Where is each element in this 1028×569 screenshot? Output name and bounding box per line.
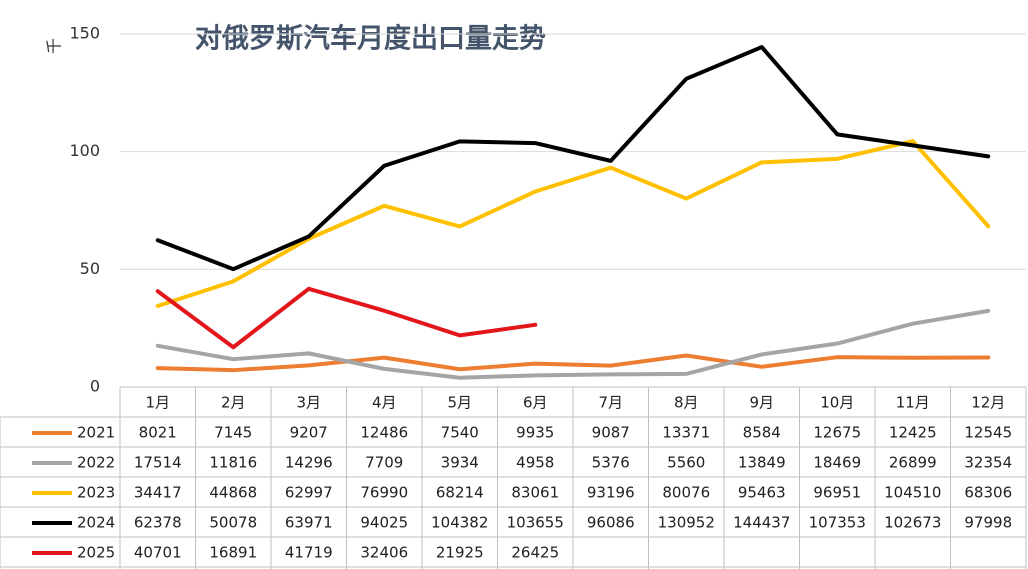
- y-tick-label: 150: [69, 24, 100, 43]
- table-cell: 5560: [667, 454, 705, 472]
- x-tick-label: 11月: [896, 394, 930, 412]
- table-cell: 9207: [290, 424, 328, 442]
- legend-label: 2021: [77, 424, 115, 442]
- table-cell: 26899: [889, 454, 937, 472]
- legend-label: 2025: [77, 544, 115, 562]
- table-cell: 107353: [809, 514, 866, 532]
- table-cell: 7709: [365, 454, 403, 472]
- table-cell: 8584: [743, 424, 781, 442]
- x-tick-label: 12月: [971, 394, 1005, 412]
- legend-label: 2022: [77, 454, 115, 472]
- table-cell: 13849: [738, 454, 786, 472]
- chart-title: 对俄罗斯汽车月度出口量走势: [195, 23, 546, 55]
- table-cell: 34417: [134, 484, 182, 502]
- table-cell: 12675: [813, 424, 861, 442]
- series-line: [155, 286, 538, 350]
- table-cell: 96951: [813, 484, 861, 502]
- table-cell: 32406: [360, 544, 408, 562]
- table-cell: 4958: [516, 454, 554, 472]
- series-line: [155, 139, 991, 309]
- table-cell: 93196: [587, 484, 635, 502]
- legend-label: 2023: [77, 484, 115, 502]
- table-cell: 68214: [436, 484, 484, 502]
- x-tick-label: 7月: [598, 394, 623, 412]
- y-tick-label: 100: [69, 141, 100, 160]
- table-cell: 41719: [285, 544, 333, 562]
- x-tick-label: 5月: [447, 394, 472, 412]
- table-cell: 63971: [285, 514, 333, 532]
- x-tick-label: 10月: [820, 394, 854, 412]
- table-cell: 7145: [214, 424, 252, 442]
- table-cell: 96086: [587, 514, 635, 532]
- x-tick-label: 3月: [296, 394, 321, 412]
- table-cell: 104510: [884, 484, 941, 502]
- series-line: [155, 308, 991, 380]
- table-cell: 12486: [360, 424, 408, 442]
- table-cell: 94025: [360, 514, 408, 532]
- table-cell: 80076: [662, 484, 710, 502]
- x-tick-label: 2月: [221, 394, 246, 412]
- table-cell: 5376: [592, 454, 630, 472]
- table-cell: 12425: [889, 424, 937, 442]
- table-cell: 68306: [964, 484, 1012, 502]
- table-cell: 103655: [507, 514, 564, 532]
- table-cell: 144437: [733, 514, 790, 532]
- table-cell: 95463: [738, 484, 786, 502]
- x-tick-label: 9月: [749, 394, 774, 412]
- table-cell: 50078: [209, 514, 257, 532]
- table-cell: 14296: [285, 454, 333, 472]
- table-cell: 9935: [516, 424, 554, 442]
- x-tick-label: 1月: [145, 394, 170, 412]
- table-cell: 9087: [592, 424, 630, 442]
- series-line: [155, 45, 991, 272]
- table-cell: 62997: [285, 484, 333, 502]
- table-cell: 7540: [441, 424, 479, 442]
- table-cell: 76990: [360, 484, 408, 502]
- table-cell: 130952: [658, 514, 715, 532]
- table-cell: 16891: [209, 544, 257, 562]
- y-tick-label: 0: [90, 377, 100, 396]
- table-cell: 97998: [964, 514, 1012, 532]
- table-cell: 40701: [134, 544, 182, 562]
- x-tick-label: 6月: [523, 394, 548, 412]
- y-tick-label: 50: [80, 259, 100, 278]
- table-cell: 17514: [134, 454, 182, 472]
- table-cell: 83061: [511, 484, 559, 502]
- table-cell: 13371: [662, 424, 710, 442]
- series-line: [155, 353, 991, 373]
- x-tick-label: 4月: [372, 394, 397, 412]
- table-cell: 62378: [134, 514, 182, 532]
- table-cell: 32354: [964, 454, 1012, 472]
- table-cell: 3934: [441, 454, 479, 472]
- table-cell: 104382: [431, 514, 488, 532]
- table-cell: 26425: [511, 544, 559, 562]
- table-cell: 44868: [209, 484, 257, 502]
- y-axis-label: 千: [45, 38, 64, 54]
- table-cell: 11816: [209, 454, 257, 472]
- legend-label: 2024: [77, 514, 115, 532]
- table-cell: 102673: [884, 514, 941, 532]
- x-tick-label: 8月: [674, 394, 699, 412]
- table-cell: 8021: [139, 424, 177, 442]
- table-cell: 18469: [813, 454, 861, 472]
- table-cell: 12545: [964, 424, 1012, 442]
- table-cell: 21925: [436, 544, 484, 562]
